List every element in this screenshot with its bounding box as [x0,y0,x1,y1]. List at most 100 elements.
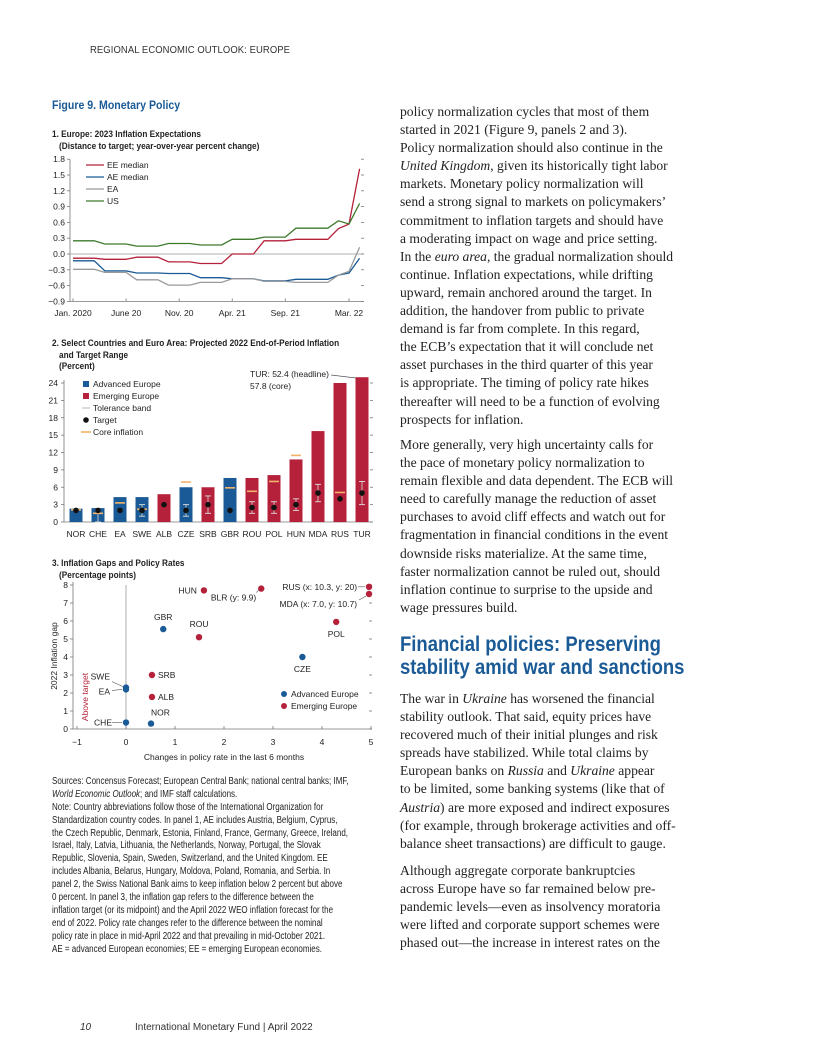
y-tick-label: 1 [63,706,68,716]
y-tick-label: 1.2 [53,186,65,196]
text-line: the pace of monetary policy normalizatio… [400,455,645,471]
legend-label: Emerging Europe [291,701,357,711]
text-line: The war in Ukraine has worsened the fina… [400,691,655,706]
series-line-ea [73,246,361,286]
legend-swatch-advanced [281,691,287,697]
text-line: continue. Inflation expectations, while … [400,266,653,282]
panel2-subtitle: (Percent) [59,360,95,371]
series-line-ae-median [73,257,361,282]
footer-publisher: International Monetary Fund [135,1022,261,1033]
note-line: policy rate in place in mid-April 2022 a… [52,930,326,942]
x-tick-label: Nov. 20 [165,308,194,318]
text-line: purchases to avoid cliff effects and wat… [400,509,666,525]
x-tick-label: TUR [353,529,370,539]
y-tick-label: 8 [63,580,68,590]
y-axis-title: 2022 Inflation gap [49,622,59,690]
y-tick-label: 0.0 [53,249,65,259]
bar-hun [289,459,303,522]
point-label: CHE [94,718,112,728]
legend-label: Advanced Europe [291,689,359,699]
note-line: 0 percent. In panel 3, the inflation gap… [52,892,314,904]
label-leader-line [256,589,260,593]
tur-annotation: 57.8 (core) [250,381,291,391]
panel1-subtitle: (Distance to target; year-over-year perc… [59,139,260,151]
target-dot [293,501,299,508]
text-line: addition, the handover from public to pr… [400,303,645,319]
note-line: Republic, Slovenia, Spain, Sweden, Switz… [52,853,328,865]
y-tick-label: 3 [63,670,68,680]
running-head: REGIONAL ECONOMIC OUTLOOK: EUROPE [90,44,291,56]
bar-cze [179,487,193,522]
x-tick-label: NOR [67,529,86,539]
point-label: ALB [158,692,174,702]
point-label: SWE [91,672,111,682]
x-tick-label: RUS [331,529,349,539]
text-line: remain flexible and data dependent. The … [400,473,674,489]
target-dot [359,490,365,496]
legend-label: Core inflation [93,427,143,437]
series-line-us [73,203,361,247]
x-tick-label: Apr. 21 [219,308,246,318]
x-tick-label: ALB [156,529,172,539]
x-tick-label: 4 [320,737,325,747]
text-line: Although aggregate corporate bankruptcie… [400,863,636,878]
x-tick-label: ROU [243,529,262,539]
target-dot [227,507,233,514]
text-line: downside risks materialize. At the same … [400,545,647,561]
target-dot [337,496,343,502]
x-tick-label: SRB [199,529,217,539]
point-cze [299,653,306,661]
target-dot [139,507,145,514]
panel3-title: 3. Inflation Gaps and Policy Rates (Perc… [52,557,184,580]
text-line: send a strong signal to markets on polic… [400,194,667,210]
section-heading-line: Financial policies: Preserving [400,633,661,656]
y-tick-label: 0 [63,724,68,734]
point-label: NOR [151,708,170,718]
text-line: is appropriate. The timing of policy rat… [400,375,649,391]
text-line: fragmentation in financial conditions in… [400,527,669,543]
note-line: World Economic Outlook; and IMF staff ca… [52,788,238,800]
body-paragraph-1: policy normalization cycles that most of… [400,103,730,429]
point-srb [148,671,156,679]
legend-swatch-emerging [281,703,287,709]
text-line: recovered much of their initial plunges … [400,727,658,743]
text-line: were lifted and corporate support scheme… [400,917,660,933]
x-tick-label: −1 [72,737,82,747]
y-tick-label: 6 [53,482,58,492]
legend-label: EA [107,184,119,194]
footer-separator: | [260,1022,268,1033]
x-tick-label: CZE [178,529,195,539]
y-tick-label: 0.9 [53,202,65,212]
legend-label: US [107,196,119,206]
bar-mda [311,431,325,522]
figure-title: Figure 9. Monetary Policy [52,100,181,112]
text-line: to be limited, some banking systems (lik… [400,781,665,797]
x-axis-title: Changes in policy rate in the last 6 mon… [144,752,304,762]
series-line-ee-median [73,168,361,265]
point-rus [365,583,373,590]
bar-rus [333,383,347,522]
y-tick-label: 15 [49,430,59,440]
bar-nor [69,508,83,522]
x-tick-label: 5 [369,737,374,747]
note-line: AE = advanced European economies; EE = e… [52,943,322,955]
legend-label: Target [93,415,117,425]
text-line: demand is far from complete. In this reg… [400,321,640,337]
y-tick-label: 1.8 [53,154,65,164]
panel1-title-text: 1. Europe: 2023 Inflation Expectations [52,128,202,139]
text-line: started in 2021 (Figure 9, panels 2 and … [400,122,628,138]
legend-swatch-target [83,417,89,423]
point-rou [195,634,203,641]
x-tick-label: 2 [222,737,227,747]
label-leader-line [111,689,123,691]
point-pol [333,618,340,626]
page-number: 10 [80,1022,92,1033]
text-line: asset purchases in the third quarter of … [400,357,653,373]
bar-pol [267,475,281,522]
x-tick-label: MDA [309,529,328,539]
note-line: Sources: Concensus Forecast; European Ce… [52,776,349,787]
bar-alb [157,494,171,522]
point-alb [148,693,156,701]
text-line: wage pressures build. [400,599,518,615]
panel1-title: 1. Europe: 2023 Inflation Expectations (… [52,128,259,151]
